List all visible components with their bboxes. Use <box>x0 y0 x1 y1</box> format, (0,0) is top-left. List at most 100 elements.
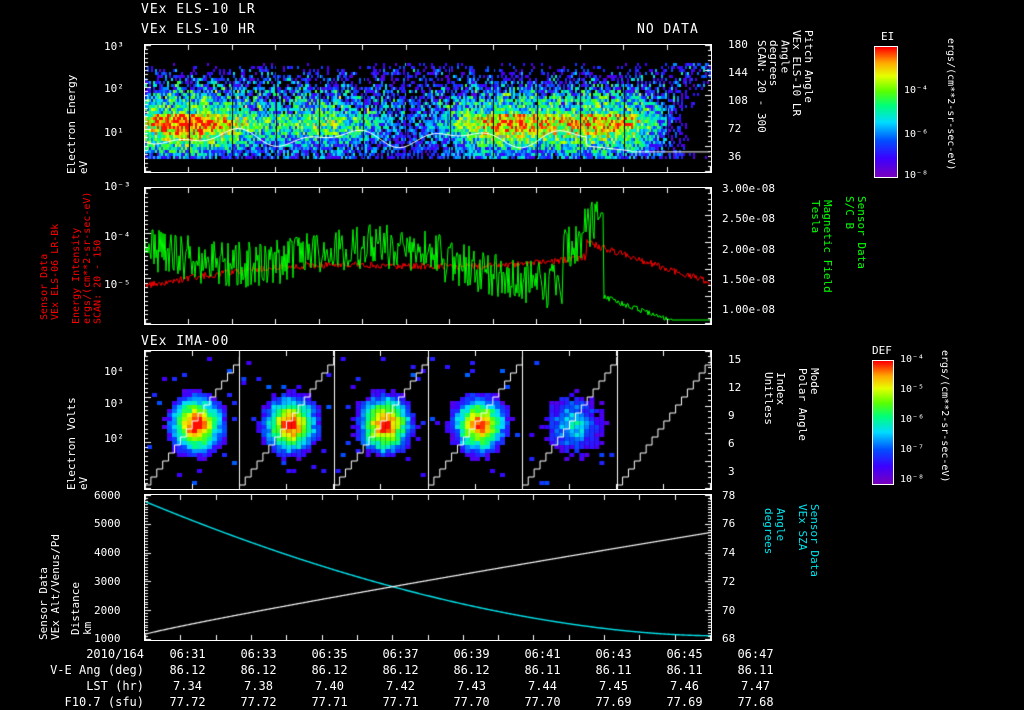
footer-row-time-cell: 06:37 <box>382 647 419 661</box>
footer-row-f107-cell: 77.71 <box>382 695 419 709</box>
panel3-plot-area <box>144 350 712 490</box>
panel3-colorbar-title: DEF <box>872 344 892 357</box>
panel1-right-axis-label: Pitch Angle VEx ELS-10 LR <box>789 30 815 180</box>
panel4-y2tick-1: 76 <box>722 517 736 530</box>
table-row: 2010/164 06:31 06:33 06:35 06:37 06:39 06:41 06… <box>0 646 1024 662</box>
panel2-right-axis-label-b: Magnetic Field Tesla <box>808 200 834 320</box>
footer-row-f107-cell: 77.71 <box>311 695 348 709</box>
panel3-right-axis-label-b: Index Unitless <box>761 372 787 492</box>
footer-row-f107-cell: 77.70 <box>524 695 561 709</box>
panel1-y2tick-4: 36 <box>728 150 742 163</box>
panel2-ytick-0: 10⁻³ <box>104 180 131 193</box>
panel3-y2tick-3: 6 <box>728 437 735 450</box>
panel2-left-axis-label-line3: Energy Intensity <box>71 227 82 324</box>
footer-row-ve-ang-cell: 86.11 <box>666 663 703 677</box>
panel3-right-axis-label-a: Mode Polar Angle <box>796 368 821 488</box>
footer-row-f107-cell: 77.70 <box>453 695 490 709</box>
panel1-left-axis-label-line1: Electron Energy <box>65 74 78 174</box>
footer-row-f107-cell: 77.68 <box>737 695 774 709</box>
panel1-y2tick-3: 72 <box>728 122 742 135</box>
panel2-ytick-2: 10⁻⁵ <box>104 278 131 291</box>
footer-row-time-header: 2010/164 <box>86 647 144 661</box>
panel4-right-axis-label-a: Sensor Data VEx SZA <box>795 504 821 634</box>
table-row: LST (hr) 7.34 7.38 7.40 7.42 7.43 7.44 7.45 7.46… <box>0 678 1024 694</box>
panel4-right-axis-label-line2: VEx SZA <box>795 504 809 551</box>
panel3-right-axis-label-line4: Unitless <box>761 372 775 425</box>
footer-row-f107-cell: 77.69 <box>666 695 703 709</box>
footer-row-f107-cell: 77.69 <box>595 695 632 709</box>
footer-row-f107-cell: 77.72 <box>240 695 277 709</box>
footer-row-ve-ang-cell: 86.12 <box>453 663 490 677</box>
panel2-left-axis-label-line2: VEx ELS-06 LR-Bk <box>49 223 61 320</box>
panel2-right-axis-label-line4: Tesla <box>808 200 822 234</box>
panel1-right-axis-label-line2: VEx ELS-10 LR <box>789 30 803 117</box>
panel3-left-axis-label-line2: eV <box>76 476 90 490</box>
panel2-left-axis-label-b: Energy Intensity ergs/(cm**2-sr-sec-eV) … <box>71 186 104 324</box>
panel4-y2tick-0: 78 <box>722 489 736 502</box>
panel2-y2tick-3: 1.50e-08 <box>722 273 775 286</box>
panel3-colorbar-tick-4: 10⁻⁸ <box>900 474 925 485</box>
panel4-ytick-3: 3000 <box>94 575 121 588</box>
panel4-right-axis-label-b: Angle degrees <box>761 508 787 638</box>
panel1-left-axis-label-line2: eV <box>76 160 90 174</box>
footer-row-time-cell: 06:45 <box>666 647 703 661</box>
footer-row-time-cell: 06:39 <box>453 647 490 661</box>
panel4-right-axis-label-line3: Angle <box>773 508 787 542</box>
footer-row-lst-cell: 7.46 <box>670 679 699 693</box>
panel1-y2tick-0: 180 <box>728 38 748 51</box>
panel3-ytick-1: 10³ <box>104 397 124 410</box>
panel1-colorbar-title: EI <box>881 30 895 43</box>
panel4-ytick-2: 4000 <box>94 546 121 559</box>
footer-row-ve-ang-cell: 86.11 <box>595 663 632 677</box>
panel1-colorbar-tick-0: 10⁻⁴ <box>904 85 929 96</box>
panel4-y2tick-3: 72 <box>722 575 736 588</box>
footer-row-ve-ang-cell: 86.12 <box>311 663 348 677</box>
panel3-right-axis-label-line1: Mode <box>807 368 821 395</box>
panel1-ytick-1: 10² <box>104 82 124 95</box>
footer-row-lst-cell: 7.34 <box>173 679 202 693</box>
panel4-left-axis-label-line4: km <box>80 621 94 635</box>
panel4-y2tick-4: 70 <box>722 604 736 617</box>
footer-pad <box>791 646 1024 662</box>
panel2-y2tick-1: 2.50e-08 <box>722 212 775 225</box>
panel3-colorbar-tick-2: 10⁻⁶ <box>900 414 925 425</box>
panel2-right-axis-label-line1: Sensor Data <box>854 196 868 269</box>
footer-row-ve-ang-cell: 86.12 <box>240 663 277 677</box>
footer-row-f107-cell: 77.72 <box>169 695 206 709</box>
panel3-colorbar-tick-0: 10⁻⁴ <box>900 354 925 365</box>
panel1-colorbar-tick-1: 10⁻⁶ <box>904 129 929 140</box>
footer-row-time-cell: 06:31 <box>169 647 206 661</box>
footer-row-ve-ang-cell: 86.12 <box>169 663 206 677</box>
panel3-y2tick-1: 12 <box>728 381 742 394</box>
panel3-right-axis-label-line3: Index <box>773 372 787 406</box>
panel4-y2tick-2: 74 <box>722 546 736 559</box>
footer-row-lst-header: LST (hr) <box>86 679 144 693</box>
panel3-colorbar-units: ergs/(cm**2-sr-sec-eV) <box>938 350 950 483</box>
table-row: F10.7 (sfu) 77.72 77.72 77.71 77.71 77.70 77.7… <box>0 694 1024 710</box>
panel4-ytick-1: 5000 <box>94 517 121 530</box>
panel2-right-axis-label-a: Sensor Data S/C B <box>842 196 868 316</box>
panel3-y2tick-4: 3 <box>728 465 735 478</box>
panel3-colorbar-tick-3: 10⁻⁷ <box>900 444 925 455</box>
panel2-left-axis-label-line5: SCAN: 20 - 150 <box>92 239 104 324</box>
panel1-y2tick-2: 108 <box>728 94 748 107</box>
footer-row-lst-cell: 7.45 <box>599 679 628 693</box>
footer-row-f107-header: F10.7 (sfu) <box>64 695 144 709</box>
panel2-right-axis-label-line2: S/C B <box>842 196 856 230</box>
panel3-ytick-2: 10² <box>104 432 124 445</box>
panel1-title-top: VEx ELS-10 LR <box>141 2 256 17</box>
footer-pad <box>791 662 1024 678</box>
panel4-left-axis-label-a: Sensor Data VEx Alt/Venus/Pd <box>37 500 62 640</box>
panel1-right-axis-sublabel: Angle degrees SCAN: 20 - 300 <box>754 40 792 190</box>
panel4-left-axis-label-line2: VEx Alt/Venus/Pd <box>48 534 62 640</box>
footer-row-ve-ang-cell: 86.11 <box>737 663 774 677</box>
panel1-right-axis-label-line3: Angle <box>778 40 792 74</box>
footer-pad <box>791 678 1024 694</box>
footer-row-lst-cell: 7.47 <box>741 679 770 693</box>
panel4-ytick-4: 2000 <box>94 604 121 617</box>
panel4-right-axis-label-line4: degrees <box>761 508 775 555</box>
panel1-right-axis-label-line5: SCAN: 20 - 300 <box>754 40 768 133</box>
panel1-plot-area <box>144 44 712 173</box>
panel2-y2tick-2: 2.00e-08 <box>722 243 775 256</box>
panel1-ytick-2: 10¹ <box>104 126 124 139</box>
